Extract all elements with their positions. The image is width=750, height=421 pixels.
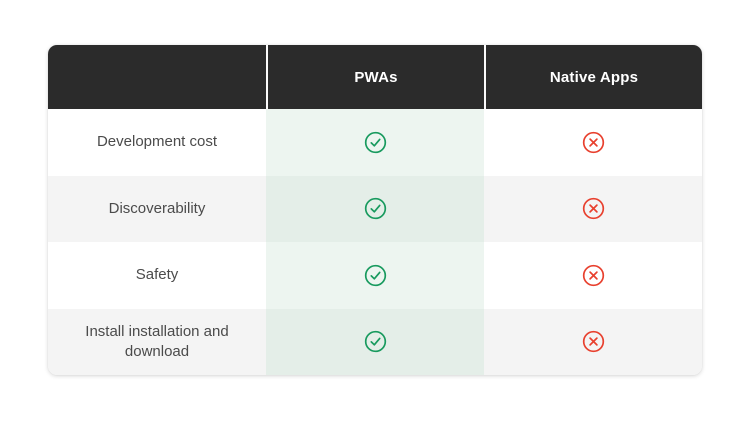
row-label: Development cost (48, 109, 266, 176)
pwa-status-cell (266, 109, 484, 176)
table-header-row: PWAs Native Apps (48, 45, 702, 109)
x-circle-icon (582, 198, 604, 220)
native-status-cell (484, 242, 702, 309)
table-row: Safety (48, 242, 702, 309)
check-circle-icon (364, 198, 386, 220)
table-row: Install installation and download (48, 308, 702, 375)
pwa-status-cell (266, 175, 484, 242)
check-circle-icon (364, 264, 386, 286)
native-status-cell (484, 175, 702, 242)
table-row: Development cost (48, 109, 702, 176)
table-body: Development cost Discoverability Safety … (48, 109, 702, 375)
row-label: Discoverability (48, 175, 266, 242)
row-label: Install installation and download (48, 308, 266, 375)
pwa-vs-native-comparison-table: PWAs Native Apps Development cost Discov… (48, 45, 702, 375)
x-circle-icon (582, 131, 604, 153)
header-native-apps: Native Apps (484, 45, 702, 109)
row-label: Safety (48, 242, 266, 309)
x-circle-icon (582, 264, 604, 286)
pwa-status-cell (266, 308, 484, 375)
x-circle-icon (582, 331, 604, 353)
check-circle-icon (364, 131, 386, 153)
header-pwas: PWAs (266, 45, 484, 109)
table-row: Discoverability (48, 175, 702, 242)
native-status-cell (484, 109, 702, 176)
pwa-status-cell (266, 242, 484, 309)
native-status-cell (484, 308, 702, 375)
check-circle-icon (364, 331, 386, 353)
header-spacer-cell (48, 45, 266, 109)
